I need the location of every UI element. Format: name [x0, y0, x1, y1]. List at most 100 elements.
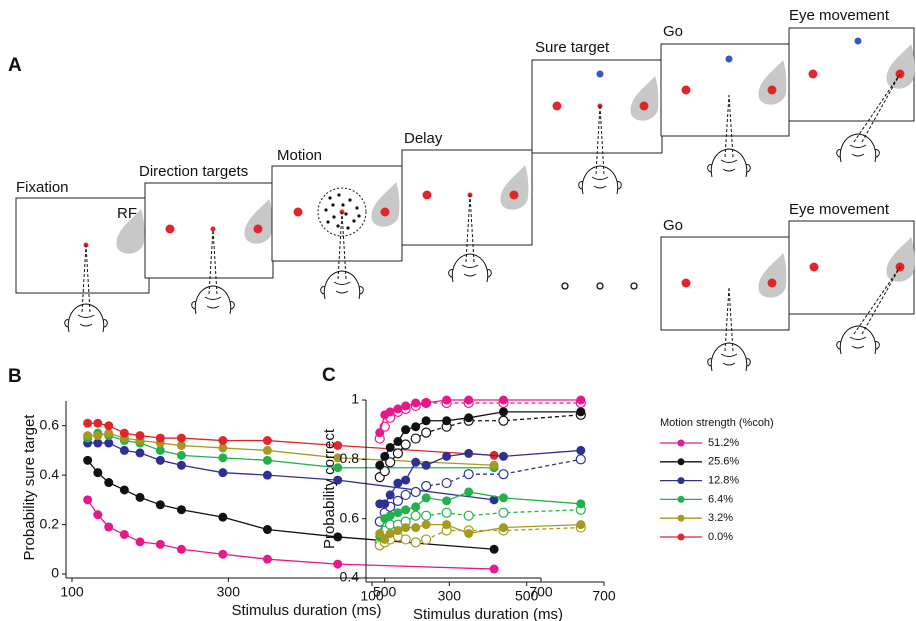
open-point — [441, 507, 452, 518]
point — [576, 445, 586, 455]
receptive-field — [886, 237, 915, 282]
point — [498, 523, 508, 533]
point — [176, 450, 186, 460]
open-point — [392, 495, 404, 506]
point — [333, 475, 343, 485]
point — [442, 520, 452, 530]
frame-title: Delay — [404, 130, 443, 147]
point — [262, 470, 272, 480]
receptive-field — [116, 209, 145, 254]
point — [464, 448, 474, 458]
gaze-line — [728, 287, 734, 352]
point — [401, 401, 411, 411]
legend-dot — [677, 439, 685, 447]
point — [442, 416, 452, 426]
point — [375, 460, 385, 470]
point — [401, 505, 411, 515]
frame-title: Motion — [277, 147, 322, 164]
frame-title: Go — [663, 217, 683, 234]
fixation-point — [597, 103, 603, 109]
motion-dot — [355, 206, 359, 210]
point — [83, 455, 93, 465]
open-point — [410, 537, 421, 548]
point — [576, 499, 586, 509]
point — [421, 493, 431, 503]
sure-target — [725, 55, 733, 63]
open-point — [421, 510, 432, 521]
point — [421, 520, 431, 530]
point — [218, 453, 228, 463]
legend-dot — [677, 477, 685, 485]
panel-a — [15, 27, 915, 372]
point — [218, 436, 228, 446]
point — [576, 395, 586, 405]
open-point — [421, 480, 432, 492]
legend-label: 6.4% — [708, 493, 733, 505]
gaze-line — [595, 105, 601, 175]
point — [135, 537, 145, 547]
panel-label: C — [322, 365, 336, 386]
monkey-head — [707, 342, 751, 372]
sure-target — [596, 70, 604, 78]
gaze-line — [81, 244, 87, 313]
point — [176, 433, 186, 443]
monkey-head — [448, 253, 492, 283]
x-tick-label: 700 — [592, 588, 616, 604]
point — [393, 508, 403, 518]
point — [401, 523, 411, 533]
point — [119, 428, 129, 438]
gaze-line — [208, 228, 214, 295]
point — [375, 529, 385, 538]
point — [421, 416, 431, 426]
y-tick-label: 0.4 — [340, 569, 360, 585]
legend-label: 12.8% — [708, 475, 739, 487]
motion-dot — [331, 203, 335, 207]
point — [176, 505, 186, 515]
point — [155, 433, 165, 443]
sure-target — [854, 37, 862, 45]
x-tick-label: 100 — [60, 584, 84, 600]
target — [293, 207, 303, 217]
point — [155, 500, 165, 510]
motion-dot — [346, 226, 350, 230]
x-tick-label: 700 — [529, 584, 553, 600]
x-axis-label: Stimulus duration (ms) — [231, 602, 381, 619]
point — [385, 529, 395, 538]
point — [411, 502, 421, 512]
open-point — [421, 427, 432, 438]
point — [176, 544, 186, 554]
point — [576, 520, 586, 530]
motion-dot — [337, 193, 341, 197]
gaze-line — [861, 266, 901, 335]
gaze-line — [724, 287, 730, 352]
point — [104, 478, 114, 488]
point — [576, 407, 586, 417]
gaze-line — [341, 211, 347, 280]
point — [498, 395, 508, 405]
point — [411, 422, 421, 432]
open-point — [498, 469, 509, 480]
gaze-line — [85, 244, 91, 313]
ellipsis-dot — [630, 282, 638, 290]
y-tick-label: 0.8 — [340, 450, 360, 466]
point — [380, 499, 390, 509]
open-point — [410, 486, 421, 498]
frame-title: Direction targets — [139, 163, 248, 180]
open-point — [463, 510, 474, 521]
point — [135, 492, 145, 502]
point — [375, 428, 385, 438]
frame-title: Eye movement — [789, 7, 890, 24]
point — [83, 431, 93, 441]
motion-aperture — [317, 187, 367, 237]
point — [498, 493, 508, 503]
motion-dot — [328, 196, 332, 200]
point — [218, 468, 228, 478]
y-axis-label: Probability correct — [321, 428, 338, 549]
target — [253, 224, 263, 234]
frame-title: Eye movement — [789, 201, 890, 218]
point — [401, 425, 411, 435]
gaze-line — [728, 94, 734, 158]
point — [489, 460, 499, 470]
open-point — [498, 507, 509, 518]
point — [104, 428, 114, 438]
